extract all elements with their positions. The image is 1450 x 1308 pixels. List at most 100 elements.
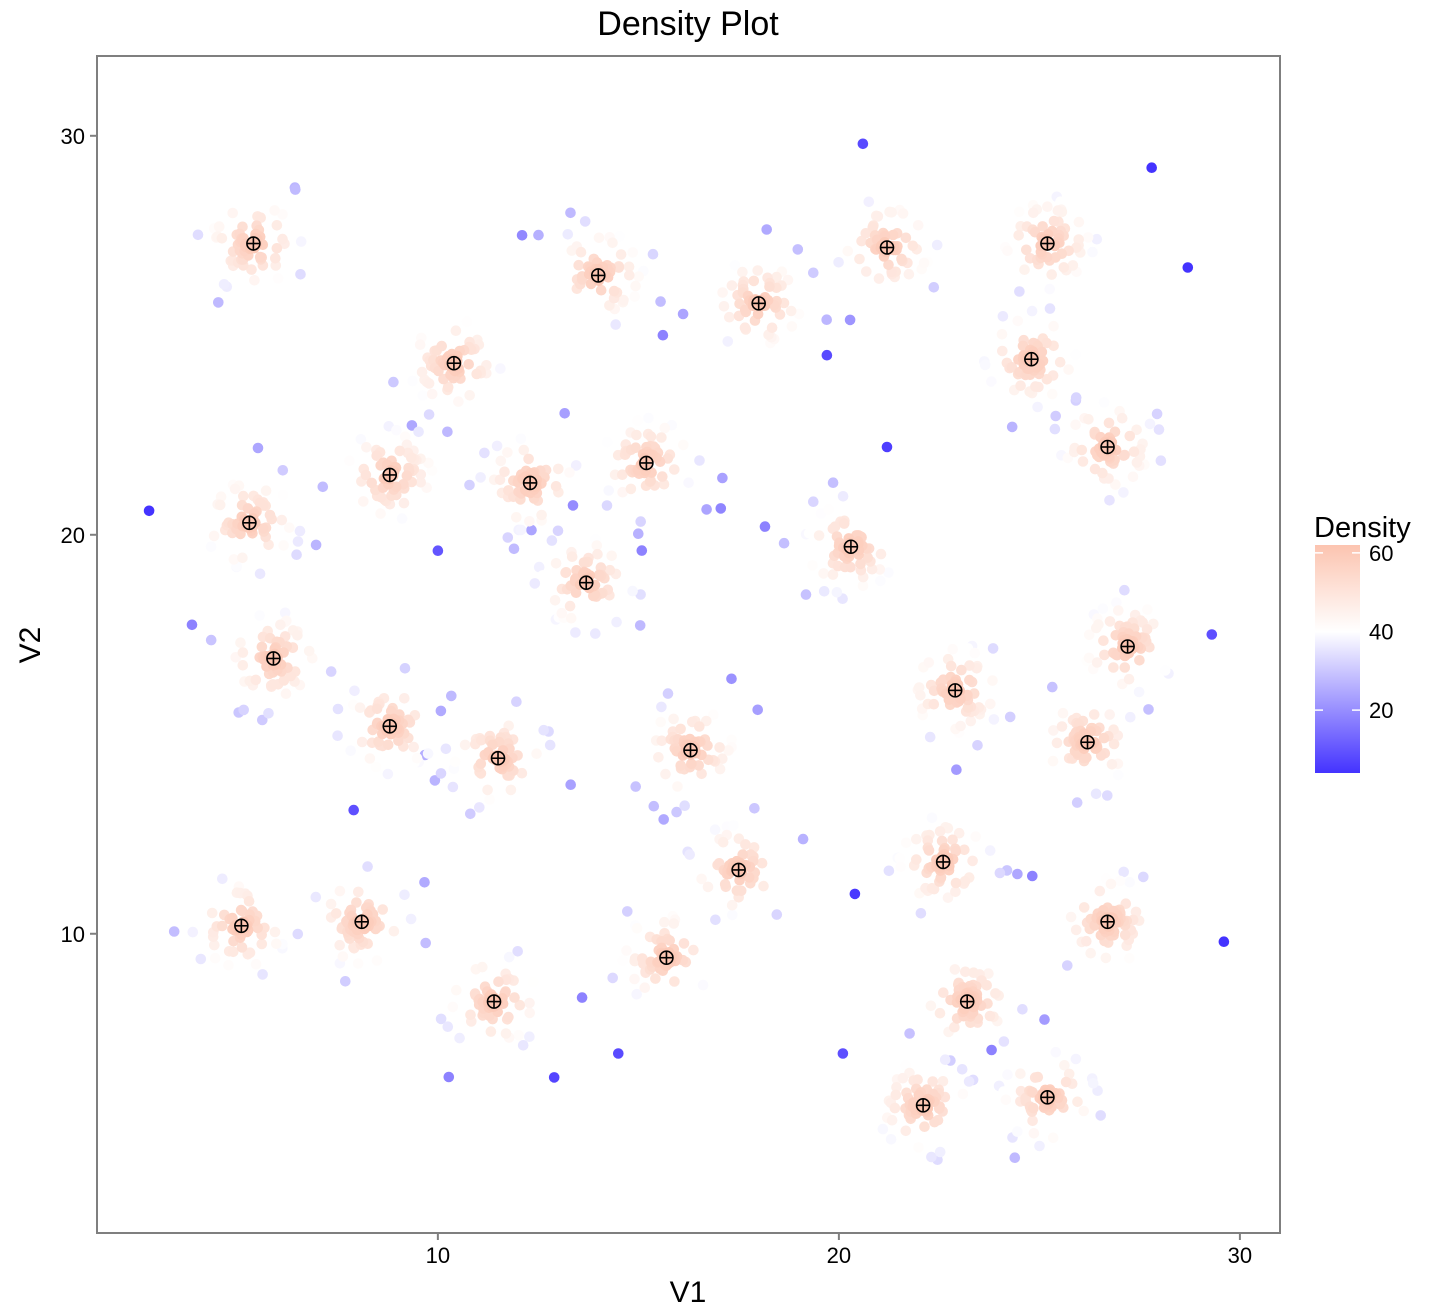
data-point <box>668 918 680 929</box>
data-point <box>969 647 981 659</box>
data-point <box>1042 201 1053 212</box>
data-point <box>792 244 804 255</box>
data-point <box>1155 455 1167 467</box>
data-point <box>1065 911 1077 923</box>
data-point <box>1108 738 1120 750</box>
data-point <box>511 512 522 523</box>
data-point <box>263 708 274 719</box>
data-point <box>292 630 303 641</box>
data-point <box>446 690 457 702</box>
data-point <box>990 988 1001 999</box>
data-point <box>277 209 288 220</box>
data-point <box>891 1082 902 1093</box>
data-point <box>353 886 364 898</box>
data-point <box>657 329 669 341</box>
data-point <box>752 704 763 716</box>
data-point <box>934 1146 946 1158</box>
data-point <box>523 453 534 465</box>
data-point <box>216 920 228 932</box>
data-point <box>1002 245 1013 257</box>
data-point <box>509 992 520 1003</box>
data-point <box>984 1010 996 1022</box>
data-point <box>639 982 651 993</box>
centers-layer <box>234 236 1135 1113</box>
data-point <box>771 909 783 920</box>
data-point <box>260 485 272 497</box>
data-point <box>229 483 241 495</box>
data-point <box>213 297 224 308</box>
data-point <box>838 518 850 529</box>
data-point <box>237 552 248 564</box>
data-point <box>292 928 304 940</box>
data-point <box>655 716 666 728</box>
data-point <box>1090 788 1102 800</box>
data-point <box>856 235 867 247</box>
data-point <box>1108 662 1119 673</box>
data-point <box>1049 423 1061 435</box>
cluster-center-marker <box>915 1098 931 1113</box>
data-point <box>883 865 895 877</box>
data-point <box>1046 269 1057 280</box>
data-point <box>1159 665 1171 676</box>
data-point <box>524 1031 535 1042</box>
data-point <box>479 447 490 459</box>
data-point <box>726 673 737 685</box>
data-point <box>208 530 220 542</box>
data-point <box>1073 216 1085 228</box>
data-point <box>993 383 1004 394</box>
data-point <box>512 946 523 957</box>
data-point <box>959 844 970 856</box>
data-point <box>827 477 839 489</box>
data-point <box>349 685 360 697</box>
data-point <box>536 509 547 521</box>
data-point <box>717 836 729 848</box>
data-point <box>527 976 539 988</box>
data-point <box>913 1142 924 1153</box>
data-point <box>1028 1128 1040 1139</box>
data-point <box>937 1076 949 1087</box>
data-point <box>962 702 974 713</box>
data-point <box>955 720 966 732</box>
data-point <box>205 634 217 646</box>
data-point <box>1094 885 1106 897</box>
data-point <box>929 1116 940 1128</box>
data-point <box>1083 629 1095 641</box>
data-point <box>370 761 382 773</box>
data-point <box>578 557 590 568</box>
data-point <box>1218 936 1230 947</box>
data-point <box>477 961 488 973</box>
data-point <box>595 284 607 296</box>
data-point <box>1070 779 1081 790</box>
data-point <box>1047 755 1059 767</box>
data-point <box>925 1000 937 1012</box>
data-point <box>360 469 372 481</box>
data-point <box>1076 444 1088 456</box>
data-point <box>337 951 349 962</box>
data-point <box>886 524 897 536</box>
data-point <box>514 999 526 1011</box>
cluster-center-marker <box>242 515 257 531</box>
data-point <box>1057 707 1069 719</box>
data-point <box>471 368 483 380</box>
data-point <box>256 938 268 950</box>
data-point <box>996 329 1008 340</box>
data-point <box>885 1134 897 1145</box>
data-point <box>904 1028 915 1039</box>
data-point <box>723 745 734 756</box>
data-point <box>622 906 633 917</box>
data-point <box>186 619 198 631</box>
data-point <box>250 674 262 686</box>
data-point <box>1102 790 1113 801</box>
data-point <box>1047 1132 1059 1144</box>
data-point <box>485 1026 497 1037</box>
data-point <box>423 409 435 420</box>
data-point <box>715 503 727 514</box>
cluster-center-marker <box>1040 1090 1055 1105</box>
data-point <box>950 845 962 857</box>
data-point <box>1091 622 1102 634</box>
legend-tick-label: 20 <box>1369 698 1393 723</box>
x-tick-label: 20 <box>827 1243 851 1268</box>
data-point <box>237 660 249 671</box>
data-point <box>752 308 764 320</box>
data-point <box>579 216 591 227</box>
